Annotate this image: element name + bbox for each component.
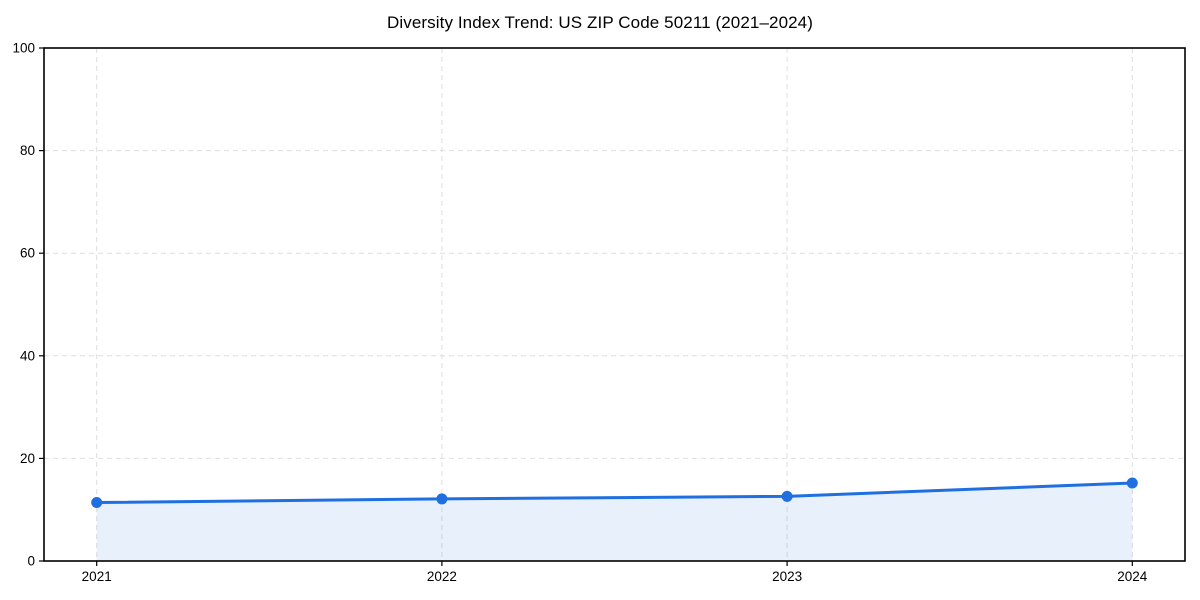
svg-text:20: 20: [20, 451, 35, 466]
svg-text:2023: 2023: [772, 569, 802, 584]
svg-text:80: 80: [20, 143, 35, 158]
gridlines: [44, 48, 1185, 561]
data-point-2021: [91, 497, 103, 509]
svg-text:2024: 2024: [1117, 569, 1148, 584]
x-tick-labels: 2021 2022 2023 2024: [82, 569, 1148, 584]
data-point-2024: [1126, 477, 1138, 489]
svg-text:2022: 2022: [427, 569, 457, 584]
data-point-2022: [436, 493, 448, 505]
tick-marks: [39, 47, 1133, 566]
area-fill: [96, 483, 1133, 561]
svg-text:2021: 2021: [82, 569, 112, 584]
svg-text:0: 0: [27, 554, 35, 569]
trend-line: [95, 481, 1134, 505]
chart-title: Diversity Index Trend: US ZIP Code 50211…: [386, 13, 814, 32]
y-tick-labels: 0 20 40 60 80 100: [12, 41, 35, 569]
data-point-2023: [781, 490, 793, 502]
plot-frame: [43, 47, 1186, 562]
data-points: [91, 477, 1138, 509]
svg-text:100: 100: [12, 41, 35, 56]
svg-text:40: 40: [20, 348, 35, 363]
svg-text:60: 60: [20, 246, 35, 261]
